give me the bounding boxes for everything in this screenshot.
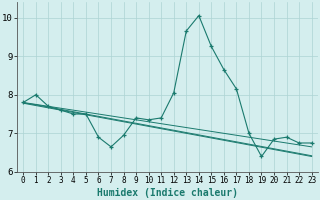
X-axis label: Humidex (Indice chaleur): Humidex (Indice chaleur): [97, 188, 238, 198]
